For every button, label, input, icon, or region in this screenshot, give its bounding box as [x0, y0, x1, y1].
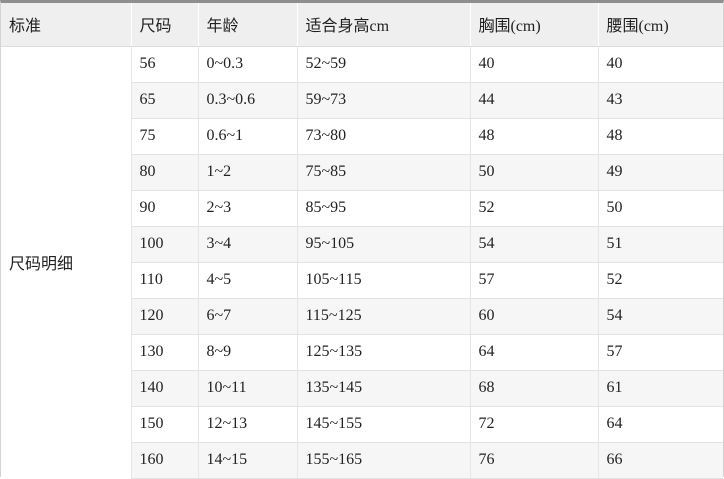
age-cell: 4~5	[198, 262, 298, 299]
size-cell: 65	[131, 82, 199, 119]
waist-cell: 48	[598, 118, 723, 155]
age-cell: 8~9	[198, 334, 298, 371]
header-standard: 标准	[1, 3, 132, 47]
table-row: 110 4~5 105~115 57 52	[1, 262, 723, 299]
age-cell: 0.3~0.6	[198, 82, 298, 119]
size-cell: 90	[131, 190, 199, 227]
size-cell: 56	[131, 46, 199, 83]
age-cell: 1~2	[198, 154, 298, 191]
standard-label: 尺码明细	[1, 46, 132, 478]
chest-cell: 40	[470, 46, 599, 83]
height-cell: 73~80	[297, 118, 471, 155]
waist-cell: 57	[598, 334, 723, 371]
height-cell: 125~135	[297, 334, 471, 371]
age-cell: 6~7	[198, 298, 298, 335]
height-cell: 75~85	[297, 154, 471, 191]
height-cell: 52~59	[297, 46, 471, 83]
chest-cell: 64	[470, 334, 599, 371]
size-chart-table: 标准 尺码 年龄 适合身高cm 胸围(cm) 腰围(cm) 尺码明细 56 0~…	[1, 3, 723, 479]
chest-cell: 44	[470, 82, 599, 119]
table-row: 120 6~7 115~125 60 54	[1, 298, 723, 335]
age-cell: 14~15	[198, 442, 298, 479]
table-row: 65 0.3~0.6 59~73 44 43	[1, 82, 723, 119]
header-age: 年龄	[198, 3, 298, 47]
table-row: 100 3~4 95~105 54 51	[1, 226, 723, 263]
table-row: 160 14~15 155~165 76 66	[1, 442, 723, 479]
header-size: 尺码	[131, 3, 199, 47]
age-cell: 10~11	[198, 370, 298, 407]
header-row: 标准 尺码 年龄 适合身高cm 胸围(cm) 腰围(cm)	[1, 3, 723, 47]
size-cell: 110	[131, 262, 199, 299]
table-row: 尺码明细 56 0~0.3 52~59 40 40	[1, 46, 723, 478]
table-row: 150 12~13 145~155 72 64	[1, 406, 723, 443]
header-waist: 腰围(cm)	[598, 3, 723, 47]
waist-cell: 61	[598, 370, 723, 407]
size-cell: 150	[131, 406, 199, 443]
chest-cell: 48	[470, 118, 599, 155]
size-cell: 75	[131, 118, 199, 155]
table-row: 140 10~11 135~145 68 61	[1, 370, 723, 407]
chest-cell: 60	[470, 298, 599, 335]
table-row: 75 0.6~1 73~80 48 48	[1, 118, 723, 155]
chest-cell: 72	[470, 406, 599, 443]
waist-cell: 64	[598, 406, 723, 443]
waist-cell: 52	[598, 262, 723, 299]
header-chest: 胸围(cm)	[470, 3, 599, 47]
age-cell: 0~0.3	[198, 46, 298, 83]
waist-cell: 40	[598, 46, 723, 83]
height-cell: 105~115	[297, 262, 471, 299]
height-cell: 95~105	[297, 226, 471, 263]
table-body: 尺码明细 56 0~0.3 52~59 40 40 65 0.3~0.6 59~…	[1, 46, 723, 479]
age-cell: 0.6~1	[198, 118, 298, 155]
waist-cell: 50	[598, 190, 723, 227]
table-header: 标准 尺码 年龄 适合身高cm 胸围(cm) 腰围(cm)	[1, 3, 723, 47]
waist-cell: 66	[598, 442, 723, 479]
height-cell: 155~165	[297, 442, 471, 479]
height-cell: 85~95	[297, 190, 471, 227]
height-cell: 135~145	[297, 370, 471, 407]
height-cell: 115~125	[297, 298, 471, 335]
chest-cell: 50	[470, 154, 599, 191]
chest-cell: 57	[470, 262, 599, 299]
size-cell: 140	[131, 370, 199, 407]
size-cell: 160	[131, 442, 199, 479]
table-row: 90 2~3 85~95 52 50	[1, 190, 723, 227]
chest-cell: 68	[470, 370, 599, 407]
size-cell: 120	[131, 298, 199, 335]
size-cell: 100	[131, 226, 199, 263]
table-row: 80 1~2 75~85 50 49	[1, 154, 723, 191]
waist-cell: 49	[598, 154, 723, 191]
table-row: 130 8~9 125~135 64 57	[1, 334, 723, 371]
height-cell: 145~155	[297, 406, 471, 443]
age-cell: 2~3	[198, 190, 298, 227]
size-cell: 80	[131, 154, 199, 191]
size-cell: 130	[131, 334, 199, 371]
waist-cell: 54	[598, 298, 723, 335]
header-height: 适合身高cm	[297, 3, 471, 47]
waist-cell: 43	[598, 82, 723, 119]
waist-cell: 51	[598, 226, 723, 263]
age-cell: 3~4	[198, 226, 298, 263]
chest-cell: 52	[470, 190, 599, 227]
chest-cell: 76	[470, 442, 599, 479]
age-cell: 12~13	[198, 406, 298, 443]
height-cell: 59~73	[297, 82, 471, 119]
chest-cell: 54	[470, 226, 599, 263]
